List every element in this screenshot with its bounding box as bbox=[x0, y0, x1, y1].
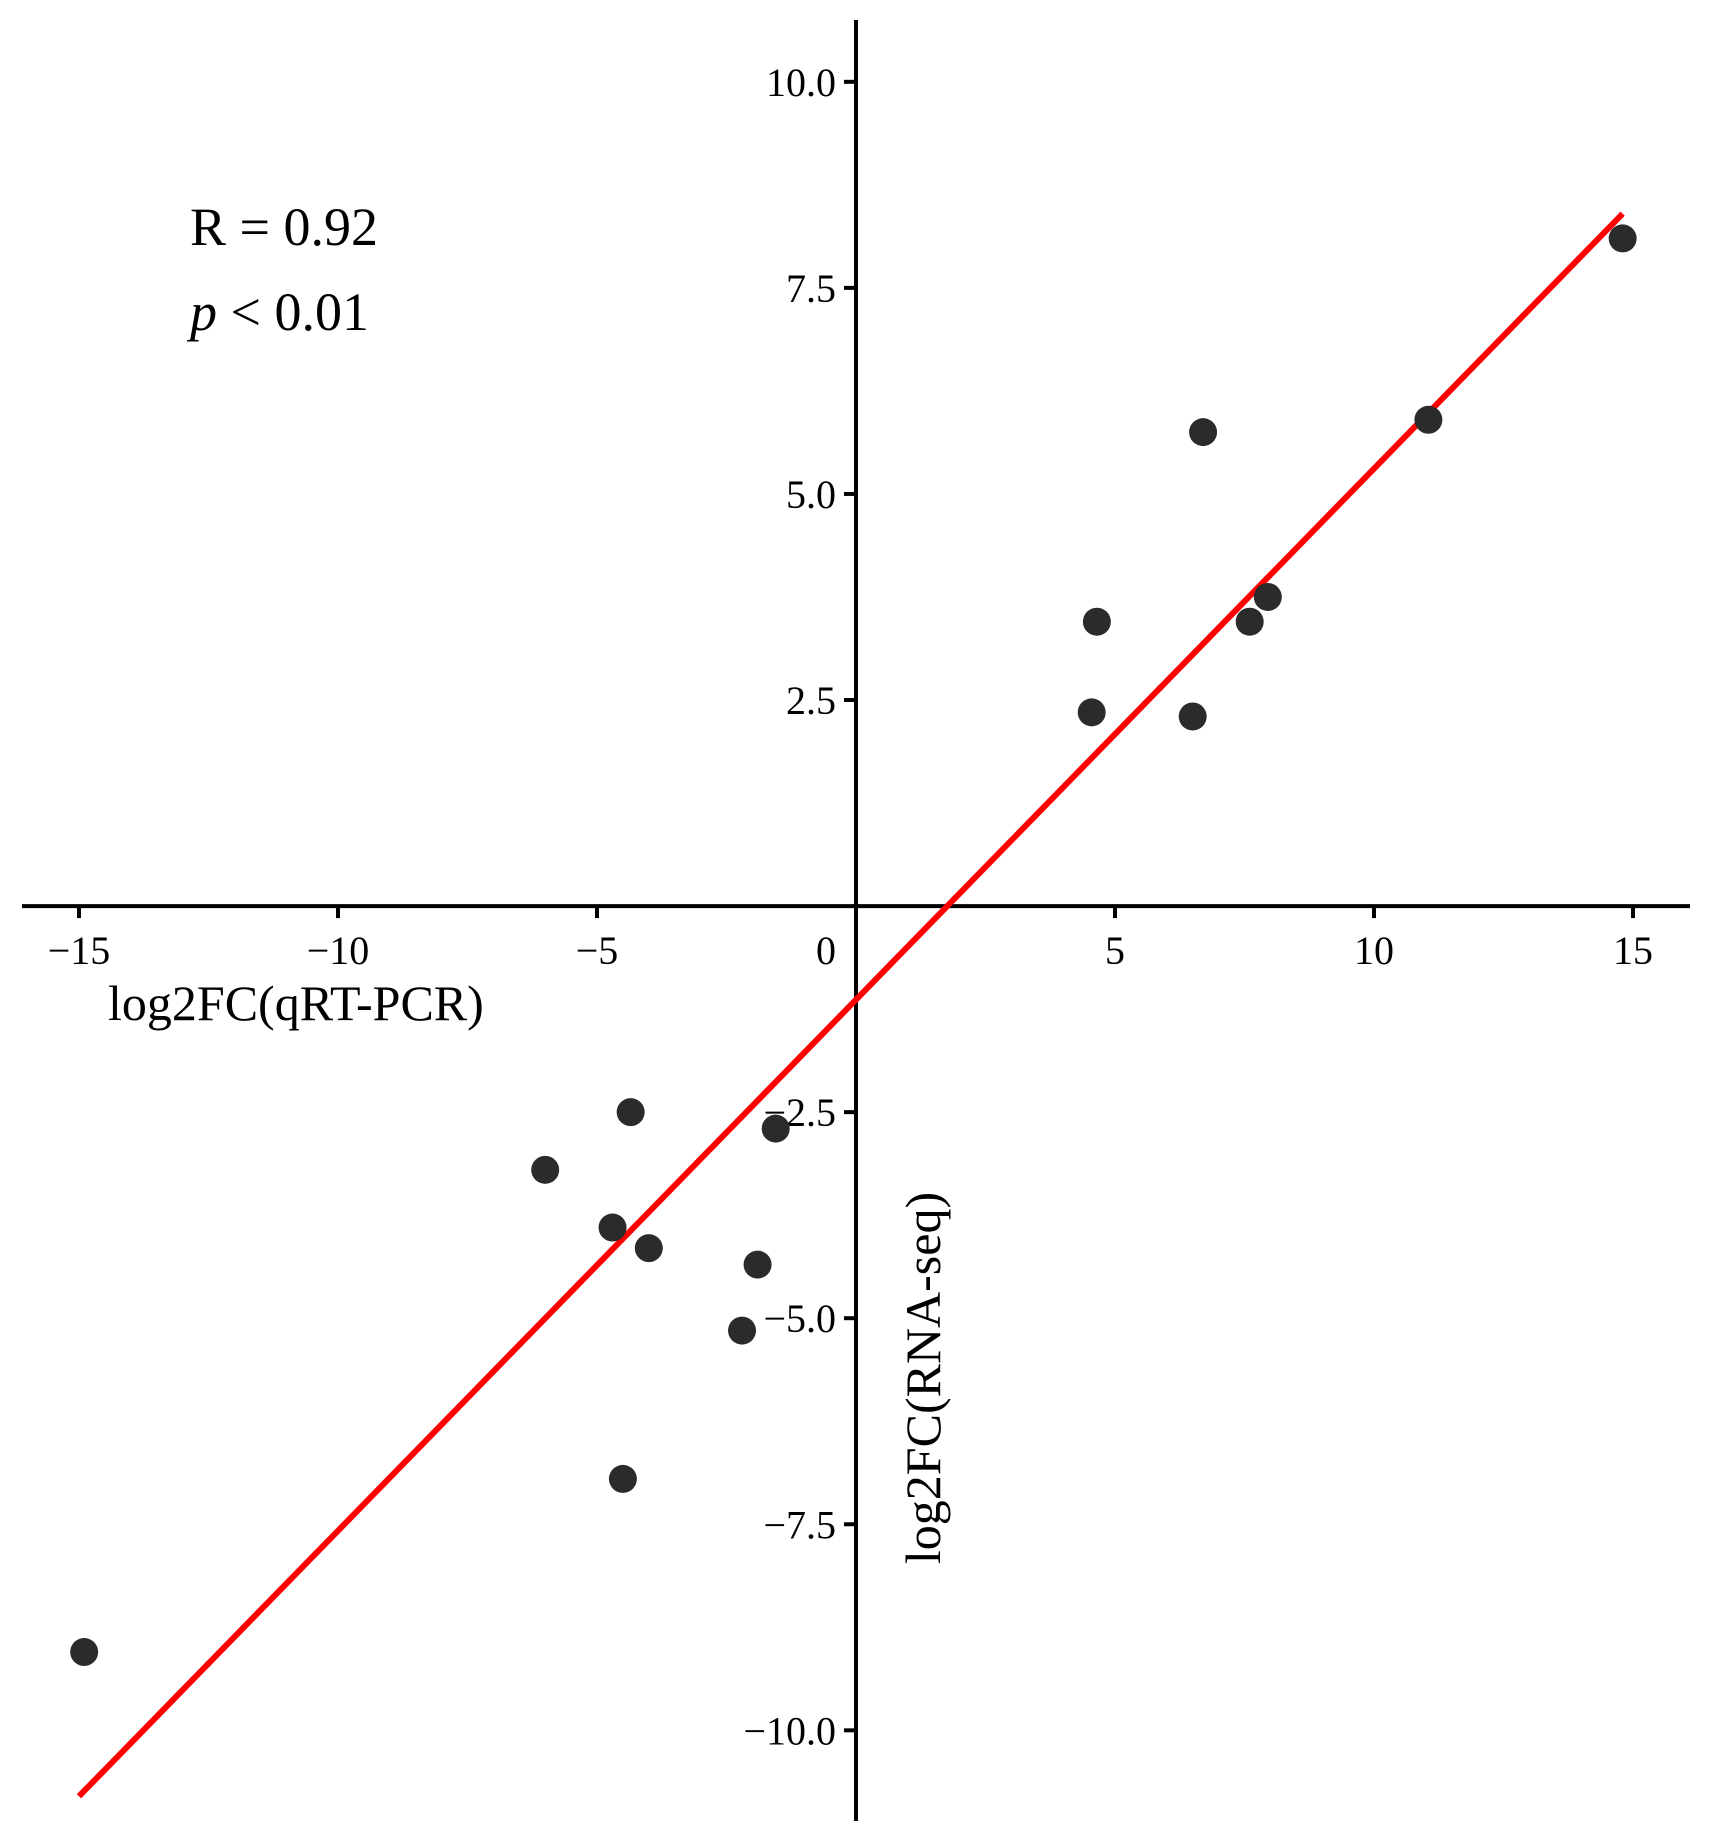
y-tick-label: 10.0 bbox=[766, 60, 836, 105]
p-value-text: < 0.01 bbox=[217, 282, 369, 342]
x-tick-label: −5 bbox=[576, 928, 619, 973]
data-point bbox=[1077, 698, 1106, 727]
y-tick-label: 7.5 bbox=[786, 266, 836, 311]
y-tick-label: 2.5 bbox=[786, 678, 836, 723]
x-tick-label: 10 bbox=[1354, 928, 1394, 973]
x-tick-label: 5 bbox=[1105, 928, 1125, 973]
x-tick-label: −10 bbox=[307, 928, 370, 973]
data-point bbox=[728, 1316, 757, 1345]
data-point bbox=[634, 1234, 663, 1263]
regression-line-group bbox=[76, 211, 1625, 1799]
regression-line bbox=[76, 211, 1625, 1799]
data-point bbox=[1414, 405, 1443, 434]
data-point bbox=[761, 1114, 790, 1143]
data-point bbox=[1235, 607, 1264, 636]
data-point bbox=[1189, 418, 1218, 447]
correlation-annotation: R = 0.92 bbox=[190, 197, 378, 257]
data-point bbox=[1082, 607, 1111, 636]
y-axis-title: log2FC(RNA-seq) bbox=[895, 1192, 951, 1564]
x-tick-label: −15 bbox=[48, 928, 111, 973]
data-point bbox=[70, 1638, 99, 1667]
axes: −15 −10 −5 0 5 10 15 −10.0−7.5−5.0−2.52.55.07.… bbox=[22, 20, 1690, 1821]
y-tick-label: 5.0 bbox=[786, 472, 836, 517]
data-point bbox=[531, 1155, 560, 1184]
x-tick-label: 0 bbox=[816, 928, 836, 973]
data-point bbox=[743, 1250, 772, 1279]
data-point bbox=[1253, 582, 1282, 611]
data-point bbox=[616, 1098, 645, 1127]
y-tick-label: −7.5 bbox=[763, 1502, 836, 1547]
data-point bbox=[608, 1464, 637, 1493]
data-points bbox=[70, 224, 1637, 1667]
y-axis-ticks: −10.0−7.5−5.0−2.52.55.07.510.0 bbox=[743, 60, 856, 1753]
x-axis-ticks: −15 −10 −5 0 5 10 15 bbox=[48, 906, 1653, 973]
data-point bbox=[598, 1213, 627, 1242]
y-tick-label: −10.0 bbox=[743, 1708, 836, 1753]
x-tick-label: 15 bbox=[1613, 928, 1653, 973]
p-value-annotation: p < 0.01 bbox=[186, 282, 369, 342]
y-tick-label: −5.0 bbox=[763, 1296, 836, 1341]
data-point bbox=[1608, 224, 1637, 253]
x-axis-title: log2FC(qRT-PCR) bbox=[108, 975, 484, 1031]
p-symbol: p bbox=[186, 282, 217, 342]
data-point bbox=[1178, 702, 1207, 731]
